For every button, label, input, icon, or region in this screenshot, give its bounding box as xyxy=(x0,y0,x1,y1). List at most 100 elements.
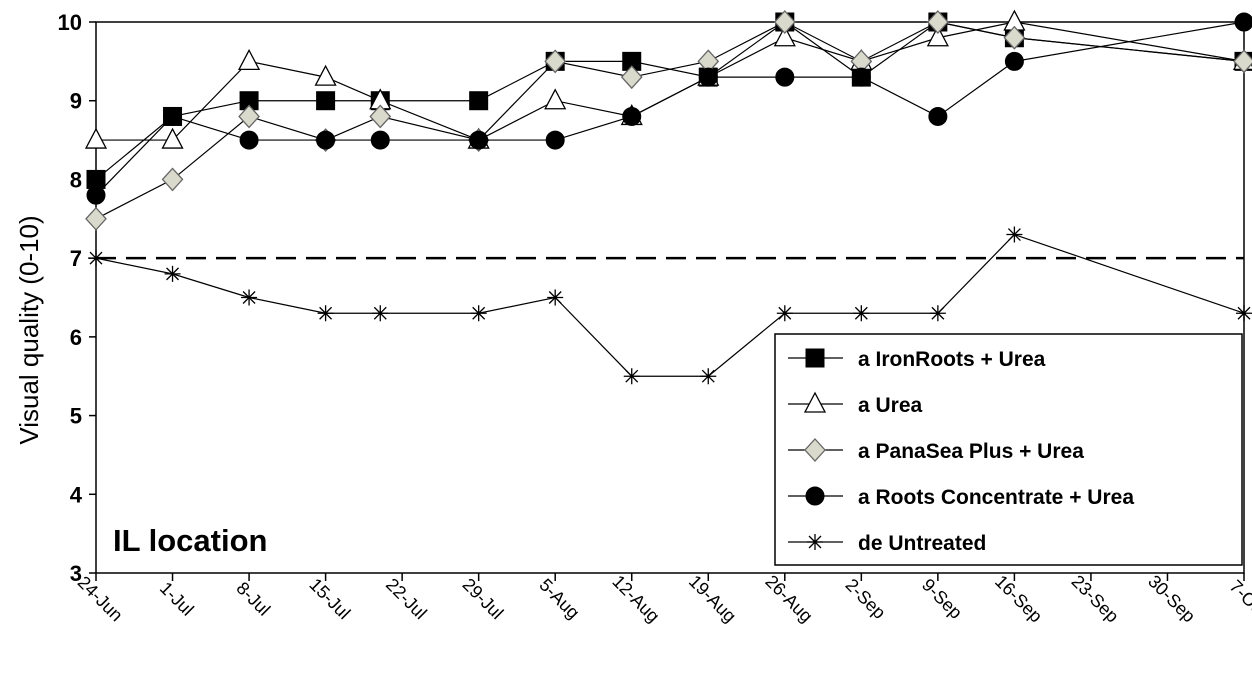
data-point-triangle xyxy=(773,25,796,47)
x-tick-label: 30-Sep xyxy=(1144,571,1199,626)
legend-label: a IronRoots + Urea xyxy=(858,348,1046,371)
data-point-star xyxy=(88,250,104,267)
legend-marker-square xyxy=(805,348,825,368)
data-point-diamond xyxy=(620,65,643,90)
series-line xyxy=(95,233,1245,377)
x-tick-label: 12-Aug xyxy=(608,571,663,626)
data-point-circle xyxy=(469,130,489,150)
x-tick-label: 29-Jul xyxy=(459,574,508,623)
data-point-diamond xyxy=(161,167,184,192)
data-point-triangle xyxy=(237,48,261,71)
data-point-diamond xyxy=(926,10,949,34)
data-point-circle xyxy=(851,67,871,87)
legend: a IronRoots + Urea a Urea a PanaSea Plus +… xyxy=(774,333,1243,566)
data-point-circle xyxy=(1234,12,1252,32)
data-point-star xyxy=(372,305,389,322)
y-tick-label: 4 xyxy=(70,482,83,507)
x-tick-label: 19-Aug xyxy=(685,571,740,626)
series-diamond xyxy=(85,10,1252,231)
y-tick-label: 8 xyxy=(70,167,82,192)
series-line xyxy=(95,21,1245,180)
data-point-square xyxy=(316,91,336,111)
data-point-circle xyxy=(316,130,336,150)
data-point-diamond xyxy=(85,206,107,231)
data-point-circle xyxy=(928,106,948,126)
data-point-star xyxy=(470,305,487,322)
data-point-triangle xyxy=(926,25,949,47)
legend-item: a Roots Concentrate + Urea xyxy=(788,486,1134,509)
series-line xyxy=(95,21,1245,196)
series-circle xyxy=(86,12,1252,205)
data-point-circle xyxy=(239,130,259,150)
data-point-triangle xyxy=(84,127,108,149)
legend-label: de Untreated xyxy=(858,532,986,555)
data-point-circle xyxy=(545,130,565,150)
data-point-star xyxy=(164,265,181,282)
data-point-star xyxy=(547,289,564,306)
x-tick-label: 24-Jun xyxy=(74,572,127,625)
plot-frame xyxy=(95,21,1245,574)
series-star xyxy=(88,226,1252,385)
data-point-circle xyxy=(622,106,642,126)
data-point-diamond xyxy=(238,104,260,129)
legend-item: a IronRoots + Urea xyxy=(788,348,1046,371)
legend-box xyxy=(774,333,1243,566)
y-axis-label: Visual quality (0-10) xyxy=(14,215,44,444)
series-group xyxy=(84,9,1252,385)
x-tick-label: 1-Jul xyxy=(156,578,198,620)
legend-marker-diamond xyxy=(804,438,826,462)
x-tick-label: 5-Aug xyxy=(535,575,583,623)
x-tick-label: 22-Jul xyxy=(382,574,431,623)
data-point-star xyxy=(776,305,793,322)
legend-item: a Urea xyxy=(788,391,923,417)
x-tick-label: 26-Aug xyxy=(761,571,816,626)
x-tick-label: 15-Jul xyxy=(305,574,354,623)
data-point-star xyxy=(700,368,717,385)
data-point-circle xyxy=(775,67,795,87)
y-tick-label: 5 xyxy=(70,404,82,429)
data-point-diamond xyxy=(369,104,392,129)
data-point-circle xyxy=(370,130,390,150)
data-point-diamond xyxy=(773,10,796,34)
data-point-star xyxy=(929,305,946,322)
series-square xyxy=(86,12,1252,189)
data-point-diamond xyxy=(1003,25,1026,50)
data-point-star xyxy=(241,289,258,306)
legend-marker-star xyxy=(807,534,823,550)
data-point-circle xyxy=(1004,51,1024,71)
legend-marker-triangle xyxy=(803,391,827,413)
data-point-circle xyxy=(698,67,718,87)
data-point-star xyxy=(1006,226,1023,243)
y-tick-label: 7 xyxy=(70,246,82,271)
legend-label: a PanaSea Plus + Urea xyxy=(858,440,1084,463)
series-line xyxy=(96,21,1245,141)
data-point-star xyxy=(853,305,870,322)
data-point-star xyxy=(317,305,334,322)
data-point-square xyxy=(469,91,489,111)
data-point-diamond xyxy=(1233,49,1252,74)
data-point-circle xyxy=(163,106,183,126)
data-point-circle xyxy=(86,185,106,205)
x-tick-label: 16-Sep xyxy=(991,571,1046,626)
x-tick-label: 8-Jul xyxy=(232,578,274,620)
data-point-triangle xyxy=(161,127,184,149)
location-annotation: IL location xyxy=(113,523,267,558)
y-tick-label: 3 xyxy=(70,561,82,586)
legend-item: de Untreated xyxy=(788,532,986,555)
x-tick-label: 7-Oct xyxy=(1226,576,1252,621)
data-point-triangle xyxy=(544,88,567,110)
x-tick-label: 9-Sep xyxy=(918,575,966,623)
y-tick-label: 6 xyxy=(70,325,82,350)
data-point-diamond xyxy=(544,49,567,74)
x-tick-label: 2-Sep xyxy=(842,575,890,623)
series-triangle xyxy=(84,9,1252,149)
data-point-star xyxy=(1236,305,1252,322)
legend-label: a Urea xyxy=(858,394,923,417)
legend-item: a PanaSea Plus + Urea xyxy=(788,438,1084,463)
y-tick-label: 9 xyxy=(70,89,82,114)
legend-marker-circle xyxy=(805,486,825,506)
data-point-star xyxy=(623,368,640,385)
series-line xyxy=(95,21,1245,220)
data-point-triangle xyxy=(314,64,337,86)
